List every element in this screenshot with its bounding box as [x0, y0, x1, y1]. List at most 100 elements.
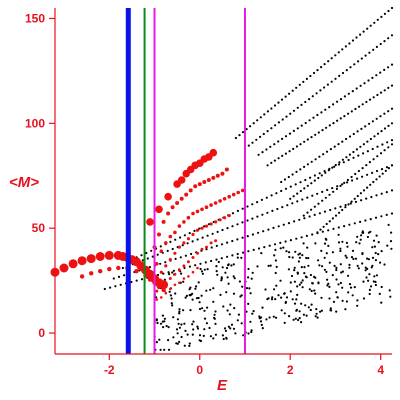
data-point — [336, 185, 339, 188]
data-point — [171, 247, 174, 251]
data-point — [232, 263, 235, 266]
data-point — [230, 323, 234, 326]
data-point — [334, 214, 338, 217]
data-point — [203, 268, 206, 271]
data-point — [354, 172, 357, 176]
highlighted-point — [95, 252, 105, 261]
data-point — [267, 228, 270, 231]
data-point — [247, 267, 250, 271]
data-point — [339, 184, 342, 187]
data-point — [300, 302, 303, 305]
data-point — [184, 296, 187, 299]
highlighted-point — [196, 266, 199, 270]
data-point — [372, 239, 376, 242]
data-point — [343, 225, 346, 228]
data-point — [277, 101, 280, 104]
data-point — [255, 138, 258, 141]
data-point — [180, 272, 183, 275]
highlighted-point — [177, 176, 186, 184]
axes: -2 0 2 4 0 50 100 150 — [25, 8, 392, 377]
data-point — [311, 233, 314, 236]
data-point — [148, 266, 151, 269]
data-point — [198, 334, 202, 337]
data-point — [293, 269, 296, 272]
data-point — [200, 270, 204, 273]
data-point — [291, 256, 294, 259]
data-point — [344, 204, 347, 207]
data-point — [268, 244, 271, 247]
data-point — [367, 258, 370, 261]
data-point — [162, 326, 165, 329]
data-point — [212, 287, 215, 290]
data-point — [341, 158, 344, 161]
data-point — [304, 121, 307, 125]
data-point — [201, 272, 204, 275]
highlighted-point — [79, 274, 85, 279]
data-point — [258, 315, 261, 318]
data-point — [167, 348, 171, 351]
data-point — [323, 256, 326, 259]
data-point — [387, 223, 390, 226]
data-point — [368, 98, 372, 101]
data-point — [277, 157, 280, 160]
data-point — [212, 337, 215, 340]
data-point — [293, 266, 296, 269]
data-point — [332, 300, 336, 303]
data-point — [338, 161, 341, 164]
data-point — [372, 48, 375, 51]
data-point — [381, 143, 384, 146]
data-point — [208, 326, 211, 330]
data-point — [280, 180, 283, 184]
data-point — [341, 140, 344, 143]
highlighted-point — [147, 277, 153, 282]
data-point — [238, 134, 241, 137]
data-point — [374, 251, 377, 255]
data-point — [221, 228, 224, 232]
data-point — [241, 236, 244, 239]
data-point — [280, 309, 283, 312]
data-point — [322, 225, 325, 228]
highlighted-point — [182, 277, 186, 280]
data-point — [380, 168, 384, 171]
data-point — [311, 194, 314, 197]
data-point — [336, 119, 339, 122]
data-point — [281, 137, 284, 140]
data-point — [367, 231, 370, 234]
data-point — [351, 90, 354, 93]
data-point — [220, 279, 223, 282]
data-point — [214, 310, 217, 313]
data-point — [225, 291, 228, 294]
highlighted-point — [214, 220, 218, 224]
data-point — [387, 86, 390, 89]
data-point — [372, 180, 375, 184]
data-point — [177, 322, 180, 325]
data-point — [301, 198, 304, 201]
data-point — [356, 299, 359, 302]
data-point — [364, 125, 367, 128]
highlighted-point — [164, 192, 172, 201]
data-point — [226, 241, 229, 244]
data-point — [192, 320, 195, 323]
data-point — [225, 266, 229, 270]
data-point — [317, 259, 320, 262]
data-point — [359, 220, 362, 223]
highlighted-point — [159, 249, 164, 253]
data-point — [339, 281, 342, 285]
data-point — [180, 335, 183, 339]
data-point — [247, 276, 250, 279]
data-point — [185, 294, 188, 297]
data-point — [320, 296, 323, 299]
data-point — [340, 271, 343, 274]
data-point — [178, 312, 181, 315]
y-axis-title: <M> — [9, 174, 39, 191]
data-point — [241, 221, 244, 224]
data-point — [331, 187, 334, 190]
data-point — [246, 219, 249, 222]
data-point — [347, 203, 350, 206]
data-point — [347, 112, 350, 115]
data-point — [349, 286, 353, 289]
data-point — [371, 76, 374, 79]
data-point — [380, 250, 383, 253]
data-point — [383, 40, 386, 43]
data-point — [341, 286, 344, 289]
